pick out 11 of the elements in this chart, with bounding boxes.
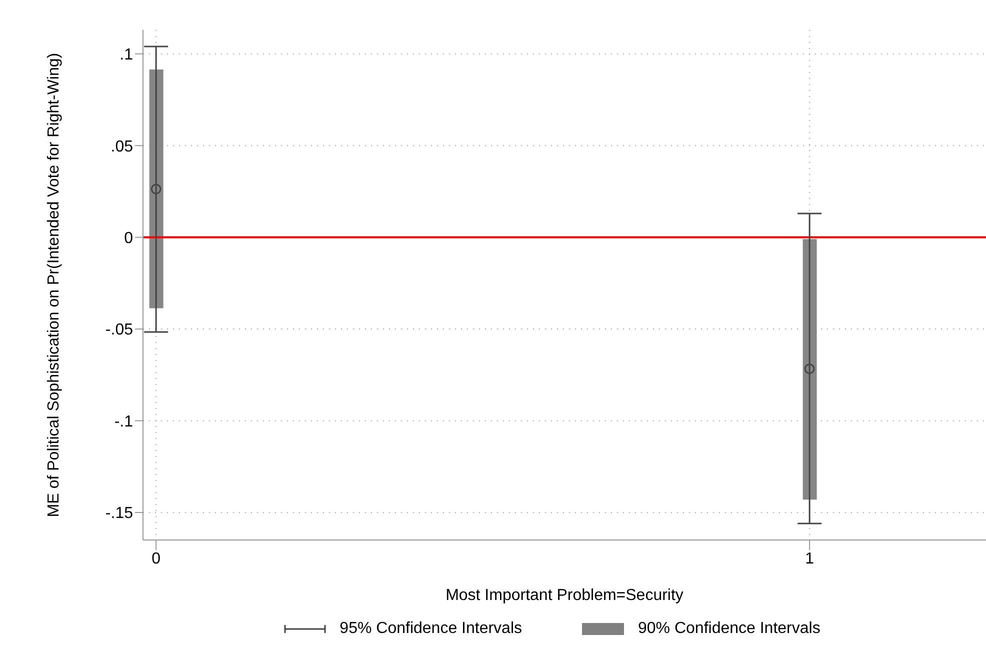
x-axis-title: Most Important Problem=Security	[446, 587, 684, 604]
y-tick-label: 0	[124, 230, 134, 247]
x-tick-label: 1	[805, 550, 814, 568]
y-tick-label: -.1	[114, 413, 134, 430]
y-tick-label: -.15	[105, 505, 134, 522]
y-tick-label: .1	[120, 46, 134, 64]
legend-label: 95% Confidence Intervals	[340, 620, 522, 638]
y-tick-label: .05	[110, 138, 134, 156]
y-tick-label: -.05	[105, 322, 134, 339]
legend-label: 90% Confidence Intervals	[638, 620, 820, 638]
y-axis-title: ME of Political Sophistication on Pr(Intended Vote for Right-Wing)	[46, 52, 63, 518]
